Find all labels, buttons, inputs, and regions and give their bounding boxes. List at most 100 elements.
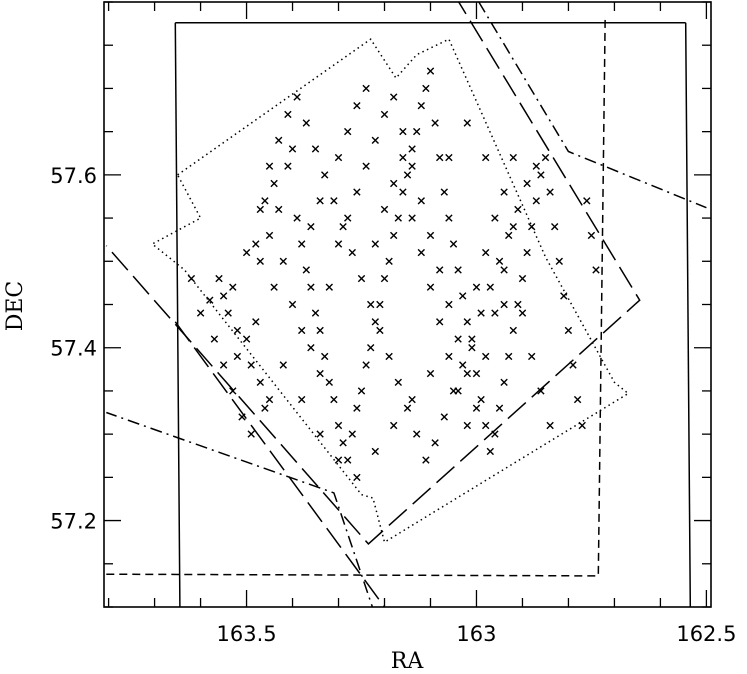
data-point-66: [514, 300, 522, 309]
data-point-95: [311, 145, 320, 153]
data-point-48: [431, 119, 439, 127]
data-point-44: [413, 127, 421, 136]
data-point-160: [390, 179, 398, 188]
data-point-17: [288, 145, 297, 153]
data-point-91: [275, 136, 283, 144]
data-point-187: [426, 369, 435, 378]
data-point-107: [422, 456, 430, 464]
data-point-80: [578, 421, 586, 430]
data-point-19: [298, 240, 306, 248]
data-point-85: [219, 361, 228, 369]
source-markers: [187, 67, 600, 482]
data-point-26: [330, 395, 338, 404]
data-point-113: [477, 309, 485, 317]
data-point-106: [413, 430, 421, 438]
data-point-105: [403, 404, 412, 412]
data-point-131: [390, 93, 398, 101]
data-point-145: [518, 309, 527, 317]
data-point-79: [573, 395, 582, 404]
data-point-179: [279, 361, 287, 369]
data-point-174: [196, 309, 205, 317]
data-point-58: [477, 395, 485, 404]
data-point-69: [528, 223, 536, 231]
data-point-122: [307, 344, 315, 352]
data-point-62: [495, 404, 504, 412]
data-point-188: [445, 153, 453, 162]
footprint-dashed-3: [106, 14, 606, 577]
data-point-84: [210, 335, 219, 343]
data-point-46: [422, 84, 430, 93]
data-point-15: [275, 205, 283, 214]
data-point-126: [344, 214, 352, 222]
data-point-78: [569, 361, 577, 369]
data-point-171: [491, 214, 499, 222]
data-point-53: [454, 266, 462, 274]
data-point-45: [417, 102, 425, 110]
data-point-104: [394, 378, 402, 386]
data-point-23: [316, 326, 324, 335]
tick-labels: 163.5 163 162.5 57.2 57.4 57.6: [50, 164, 736, 646]
axis-ticks: [104, 1, 711, 608]
data-point-93: [293, 93, 301, 101]
data-point-32: [357, 387, 366, 395]
data-point-191: [500, 300, 508, 309]
data-point-120: [288, 300, 297, 309]
data-point-132: [399, 127, 407, 136]
data-point-130: [380, 110, 389, 119]
data-point-71: [537, 171, 545, 179]
data-point-190: [482, 153, 490, 162]
data-point-168: [463, 421, 471, 430]
data-point-67: [518, 274, 527, 283]
data-point-185: [390, 421, 398, 430]
data-point-182: [334, 456, 343, 464]
footprint-solid-2: [684, 22, 692, 607]
y-axis-label: DEC: [3, 281, 28, 332]
data-point-70: [532, 197, 540, 205]
data-point-81: [583, 197, 591, 205]
data-point-72: [541, 153, 550, 162]
data-point-133: [408, 162, 416, 170]
data-point-55: [463, 318, 471, 326]
data-point-43: [408, 145, 416, 153]
y-tick-label: 57.2: [50, 510, 97, 534]
data-point-108: [431, 439, 439, 447]
data-point-146: [528, 352, 536, 361]
data-point-181: [316, 430, 324, 438]
data-point-54: [459, 292, 467, 300]
data-point-50: [440, 188, 448, 196]
data-point-114: [486, 283, 494, 291]
data-point-2: [219, 292, 228, 300]
data-point-16: [284, 162, 292, 170]
data-point-29: [344, 456, 352, 464]
data-point-31: [353, 404, 361, 412]
data-point-112: [468, 335, 476, 343]
data-point-103: [385, 352, 393, 361]
data-point-117: [514, 205, 522, 214]
data-point-57: [472, 369, 481, 378]
data-point-51: [445, 214, 453, 222]
data-point-158: [371, 240, 379, 248]
data-point-157: [362, 84, 370, 93]
data-point-14: [270, 179, 278, 188]
x-tick-label: 163.5: [216, 622, 276, 646]
footprint-dashdot-8: [478, 2, 707, 209]
data-point-155: [344, 127, 352, 136]
data-point-39: [390, 231, 398, 240]
data-point-178: [261, 404, 269, 412]
data-point-86: [229, 387, 237, 395]
data-point-96: [321, 171, 329, 179]
data-point-76: [560, 292, 568, 300]
data-point-143: [500, 266, 508, 274]
data-point-49: [436, 153, 444, 162]
x-tick-label: 163: [456, 622, 496, 646]
data-point-128: [362, 162, 370, 170]
y-tick-label: 57.6: [50, 164, 97, 188]
data-point-161: [399, 153, 407, 162]
data-point-75: [555, 257, 563, 265]
data-point-109: [440, 413, 448, 421]
data-point-163: [417, 248, 425, 257]
data-point-89: [256, 205, 264, 214]
data-point-25: [325, 378, 333, 386]
data-point-97: [330, 197, 338, 205]
data-point-116: [505, 231, 513, 240]
